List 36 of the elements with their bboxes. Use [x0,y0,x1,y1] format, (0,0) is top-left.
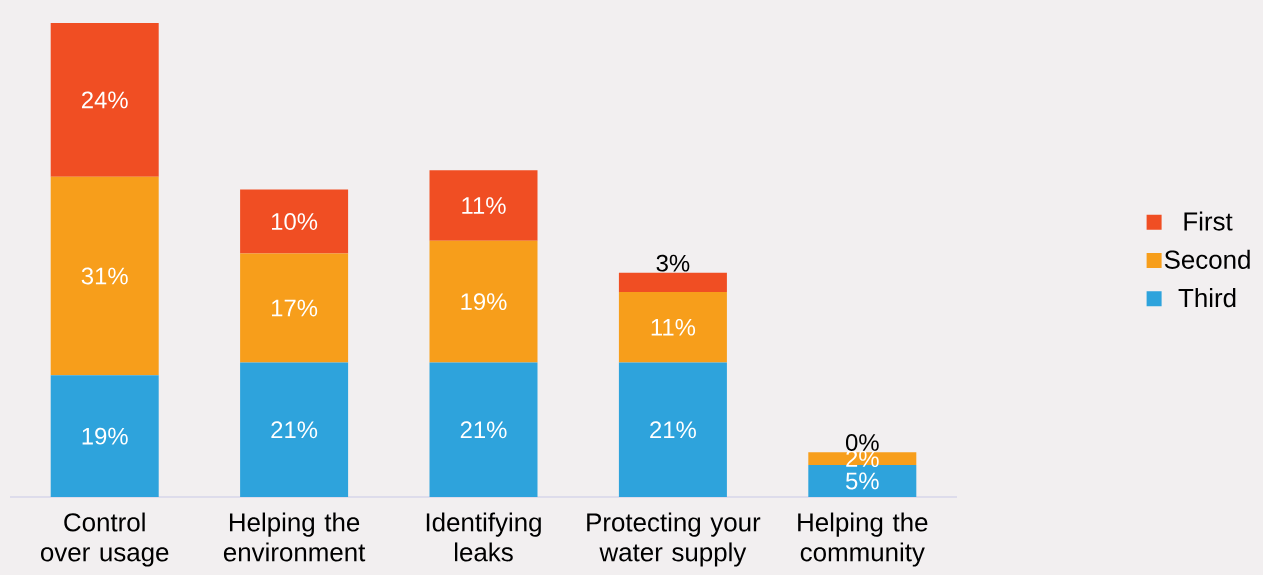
data-label: 5% [845,472,879,490]
bar [429,170,538,241]
bar [50,375,159,497]
bar [618,272,727,293]
bar [808,452,917,465]
data-label: 19% [461,293,507,311]
bar [50,23,159,177]
x-tick-label: Identifying leaks [426,512,541,562]
data-label: 11% [651,318,696,336]
bar [240,253,349,363]
x-tick-label: Control over usage [40,512,169,567]
data-label: 17% [272,299,318,317]
data-label: 3% [656,254,690,272]
data-label: 2% [846,450,879,467]
data-label: 31% [81,267,128,285]
data-label: 0% [845,434,879,451]
bar [618,362,727,497]
bar [429,362,538,497]
legend-label: Second [1164,249,1250,269]
legend-label: First [1184,211,1233,231]
data-label: 11% [462,197,506,214]
legend-label: Third [1178,288,1236,308]
bar [240,362,349,497]
x-tick-label: Protecting your water supply [587,512,761,567]
bar [429,240,538,363]
data-label: 21% [460,421,507,439]
bar [618,292,727,363]
data-label: 10% [272,213,318,231]
bar [50,176,159,376]
data-label: 21% [650,421,696,439]
data-label: 21% [271,421,318,439]
data-label: 24% [81,91,128,109]
bar [240,189,349,254]
x-tick-label: Helping the community [798,512,928,567]
data-label: 19% [82,427,128,445]
x-tick-label: Helping the environment [223,512,366,562]
